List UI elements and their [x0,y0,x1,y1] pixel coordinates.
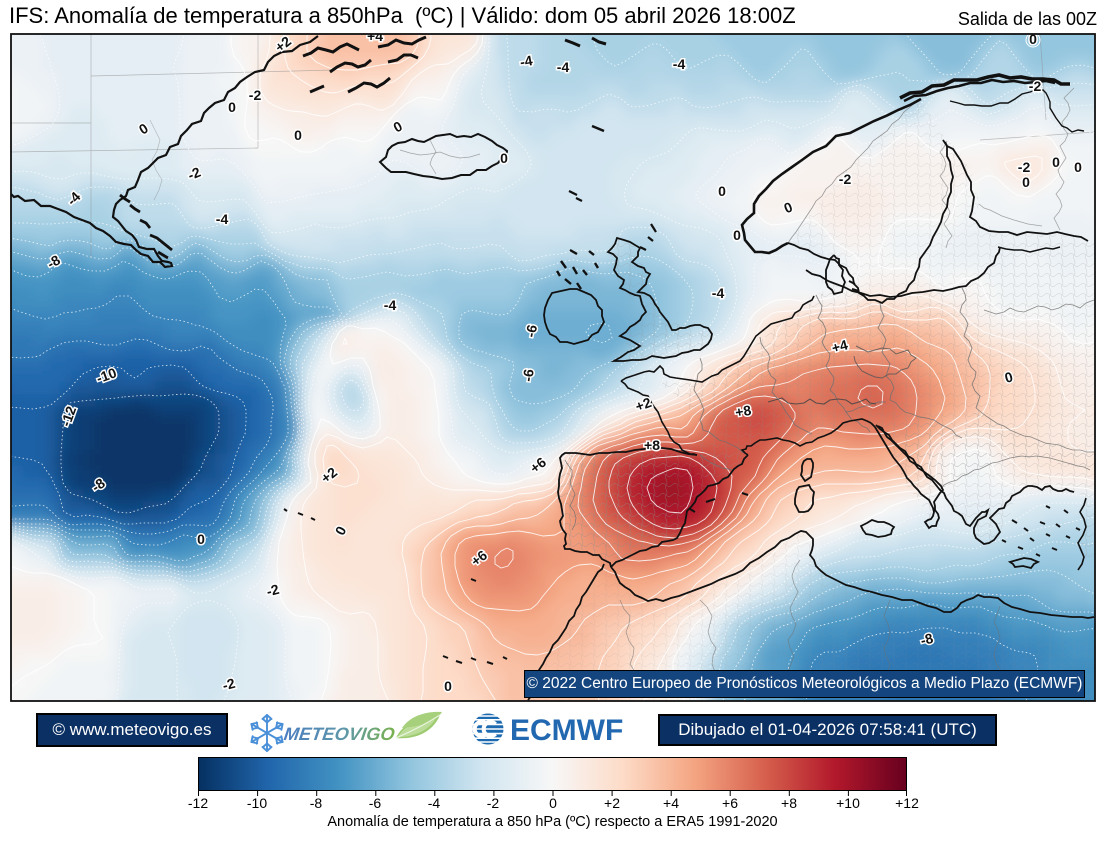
svg-text:0: 0 [500,150,508,166]
svg-text:+2: +2 [633,394,654,415]
svg-text:+4: +4 [367,28,383,44]
svg-text:-6: -6 [519,368,537,383]
svg-text:+4: +4 [830,336,850,356]
svg-text:0: 0 [444,678,452,694]
svg-text:-4: -4 [712,285,725,301]
svg-text:-6: -6 [522,323,540,339]
svg-text:0: 0 [1029,31,1037,47]
svg-text:-4: -4 [673,56,686,72]
svg-text:-2: -2 [265,581,281,600]
svg-text:-2: -2 [221,675,237,694]
svg-text:+8: +8 [734,402,753,421]
svg-text:0: 0 [718,183,726,199]
svg-text:ECMWF: ECMWF [510,714,623,747]
svg-text:-2: -2 [839,171,852,187]
svg-text:-4: -4 [384,297,397,313]
svg-text:0: 0 [1074,159,1082,175]
svg-text:-4: -4 [557,59,570,75]
svg-text:0: 0 [733,227,741,243]
svg-text:-2: -2 [1029,78,1042,94]
svg-text:-2: -2 [249,87,262,103]
svg-text:0: 0 [1022,174,1030,190]
svg-text:-4: -4 [519,52,534,70]
svg-text:+8: +8 [644,437,660,453]
svg-text:-4: -4 [216,211,229,227]
svg-text:0: 0 [1052,154,1060,170]
svg-text:0: 0 [294,127,302,143]
svg-text:-8: -8 [919,630,935,649]
svg-text:METEOVIGO: METEOVIGO [283,724,397,744]
svg-text:0: 0 [197,531,205,547]
svg-text:0: 0 [228,99,236,115]
svg-text:-2: -2 [1018,159,1031,175]
